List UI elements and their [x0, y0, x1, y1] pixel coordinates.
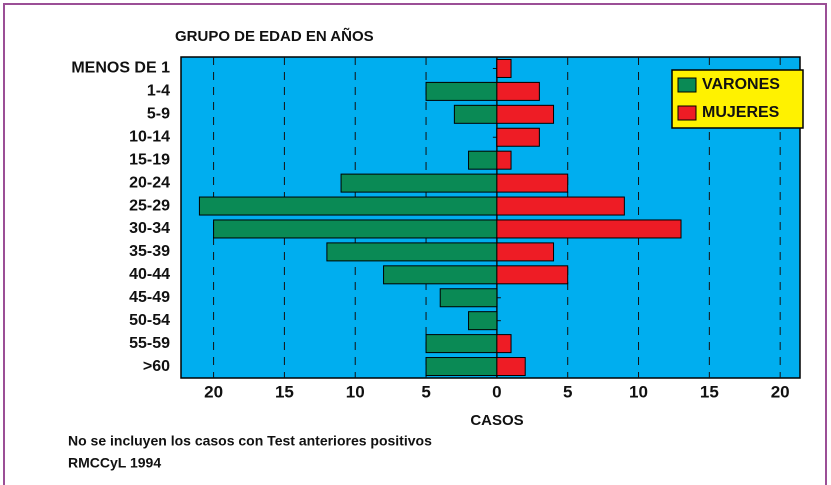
x-tick-label: 10 — [629, 382, 648, 401]
bar — [425, 357, 498, 377]
x-axis-label: CASOS — [470, 412, 523, 429]
x-tick-label: 15 — [275, 382, 294, 401]
x-tick-label: 0 — [492, 382, 501, 401]
bar — [326, 242, 498, 262]
bar — [496, 104, 555, 124]
y-tick-label: 45-49 — [129, 289, 170, 306]
legend-label: VARONES — [702, 76, 780, 93]
bar — [496, 150, 512, 170]
bar — [496, 357, 526, 377]
bar — [198, 196, 498, 216]
bar — [496, 196, 625, 216]
legend-swatch — [677, 77, 697, 93]
y-tick-label: 40-44 — [129, 266, 170, 283]
y-tick-label: 55-59 — [129, 335, 170, 352]
y-tick-label: >60 — [143, 358, 170, 375]
bar — [425, 81, 498, 101]
note: RMCCyL 1994 — [68, 455, 161, 471]
bar — [468, 311, 498, 331]
bar — [439, 288, 498, 308]
note: No se incluyen los casos con Test anteri… — [68, 433, 432, 449]
bar — [468, 150, 498, 170]
bar — [496, 81, 540, 101]
legend-label: MUJERES — [702, 104, 780, 121]
y-tick-label: 30-34 — [129, 220, 170, 237]
bar — [453, 104, 498, 124]
bar — [496, 334, 512, 354]
legend-swatch — [677, 105, 697, 121]
frame — [3, 3, 827, 485]
bar — [383, 265, 498, 285]
bar — [496, 219, 682, 239]
chart-title: GRUPO DE EDAD EN AÑOS — [175, 27, 374, 45]
y-tick-label: 15-19 — [129, 151, 170, 168]
bar — [496, 265, 569, 285]
x-tick-label: 5 — [563, 382, 572, 401]
y-tick-label: MENOS DE 1 — [71, 60, 170, 77]
x-tick-label: 15 — [700, 382, 719, 401]
y-tick-label: 25-29 — [129, 197, 170, 214]
x-tick-label: 20 — [771, 382, 790, 401]
x-tick-label: 20 — [204, 382, 223, 401]
bar — [496, 127, 540, 147]
x-tick-label: 5 — [421, 382, 430, 401]
x-tick-label: 10 — [346, 382, 365, 401]
y-tick-label: 35-39 — [129, 243, 170, 260]
bar — [340, 173, 498, 193]
y-tick-label: 50-54 — [129, 312, 170, 329]
bar — [496, 173, 569, 193]
y-tick-label: 1-4 — [147, 83, 170, 100]
y-tick-label: 10-14 — [129, 128, 170, 145]
y-tick-label: 20-24 — [129, 174, 170, 191]
bar — [213, 219, 498, 239]
y-tick-label: 5-9 — [147, 106, 170, 123]
bar — [496, 58, 512, 78]
bar — [425, 334, 498, 354]
bar — [496, 242, 555, 262]
